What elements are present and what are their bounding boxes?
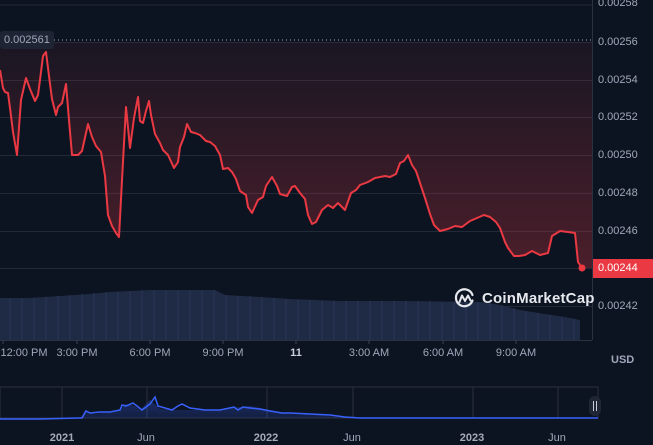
y-tick-label: 0.00256 [598, 36, 638, 48]
current-price-dot [578, 264, 586, 272]
current-price-badge: 0.00244 [593, 259, 653, 278]
navigator-year-label: 2022 [253, 432, 279, 444]
navigator-month-label: Jun [343, 432, 361, 444]
y-tick-label: 0.00248 [598, 187, 638, 199]
y-tick-label: 0.00246 [598, 225, 638, 237]
x-ticks [2, 340, 517, 344]
coinmarketcap-logo-icon [454, 288, 474, 308]
x-tick-label: 9:00 AM [495, 347, 537, 359]
price-line [0, 51, 583, 269]
navigator-month-label: Jun [137, 432, 155, 444]
y-tick-label: 0.00250 [598, 149, 638, 161]
x-tick-label: 3:00 AM [348, 347, 390, 359]
currency-label: USD [611, 354, 635, 366]
navigator-year-label: 2021 [49, 432, 75, 444]
navigator-chart[interactable] [0, 386, 599, 420]
x-tick-label: 9:00 PM [202, 347, 244, 359]
watermark-text: CoinMarketCap [482, 289, 595, 307]
y-tick-label: 0.00242 [598, 300, 638, 312]
navigator-range-handle[interactable] [589, 396, 601, 416]
x-tick-label: 12:00 PM [0, 347, 48, 359]
x-tick-label: 6:00 PM [129, 347, 171, 359]
x-tick-label-day: 11 [290, 347, 302, 359]
coinmarketcap-watermark: CoinMarketCap [454, 287, 595, 309]
y-tick-label: 0.00254 [598, 74, 638, 86]
volume-bars [0, 290, 580, 340]
navigator-year-label: 2023 [459, 432, 485, 444]
y-tick-label: 0.00258 [598, 0, 638, 9]
x-tick-label: 6:00 AM [422, 347, 464, 359]
x-tick-label: 3:00 PM [56, 347, 98, 359]
navigator-month-label: Jun [548, 432, 566, 444]
high-price-badge: 0.002561 [0, 31, 54, 49]
y-tick-label: 0.00252 [598, 111, 638, 123]
price-area-fill [0, 42, 592, 268]
